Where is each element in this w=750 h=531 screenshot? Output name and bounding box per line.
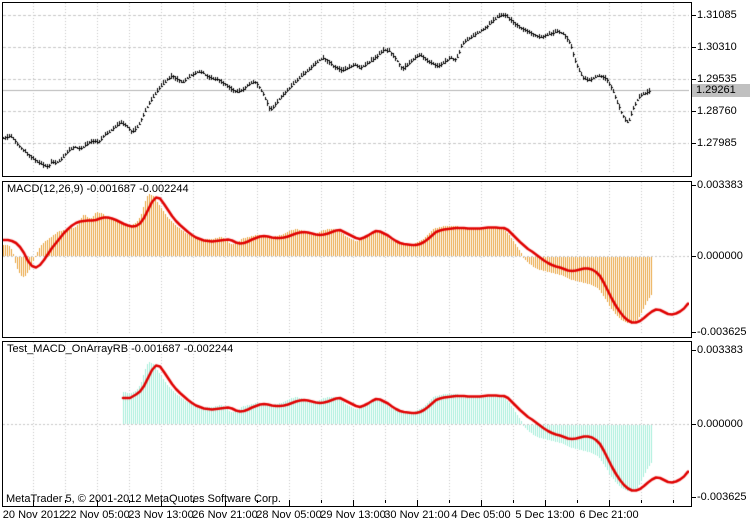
onarray-indicator-label: Test_MACD_OnArrayRB -0.001687 -0.002244 (7, 343, 234, 355)
time-axis-tick (257, 500, 258, 503)
price-axis-label: 1.27985 (697, 137, 737, 149)
macd-panel: MACD(12,26,9) -0.001687 -0.002244 (2, 181, 692, 338)
time-axis-tick (193, 500, 194, 503)
time-axis-tick (641, 500, 642, 503)
time-axis-major-tick (33, 500, 34, 506)
onarray-axis-label-tick (691, 497, 696, 498)
time-axis-label: 4 Dec 05:00 (451, 509, 511, 521)
price-panel (2, 2, 692, 177)
price-chart-area[interactable] (3, 3, 689, 174)
time-axis-major-tick (481, 500, 482, 506)
time-axis-tick (513, 500, 514, 503)
onarray-axis-label-tick (691, 424, 696, 425)
onarray-axis-label-tick (691, 350, 696, 351)
time-axis-major-tick (353, 500, 354, 506)
time-axis-tick (129, 500, 130, 503)
price-axis-label-tick (691, 79, 696, 80)
price-axis-label-tick (691, 111, 696, 112)
time-axis-label: 26 Nov 21:00 (192, 509, 258, 521)
time-axis-label: 22 Nov 05:00 (64, 509, 130, 521)
time-axis-tick (449, 500, 450, 503)
macd-axis-label-tick (691, 185, 696, 186)
price-axis-label: 1.31085 (697, 9, 737, 21)
time-axis-tick (577, 500, 578, 503)
price-axis-label: 1.29535 (697, 73, 737, 85)
time-axis-major-tick (609, 500, 610, 506)
onarray-panel: Test_MACD_OnArrayRB -0.001687 -0.002244 … (2, 341, 692, 507)
time-axis-major-tick (545, 500, 546, 506)
time-axis-label: 28 Nov 05:00 (256, 509, 322, 521)
copyright-text: MetaTrader 5, © 2001-2012 MetaQuotes Sof… (6, 493, 281, 505)
price-axis-label: 1.30310 (697, 41, 737, 53)
macd-chart-area[interactable] (3, 182, 689, 335)
time-axis-tick (385, 500, 386, 503)
time-axis-label: 5 Dec 13:00 (515, 509, 575, 521)
macd-axis-label: 0.003383 (697, 179, 743, 191)
macd-axis-label: 0.000000 (697, 250, 743, 262)
time-axis-label: 23 Nov 13:00 (128, 509, 194, 521)
macd-axis-label-tick (691, 332, 696, 333)
onarray-axis-label: 0.003383 (697, 344, 743, 356)
time-axis-major-tick (161, 500, 162, 506)
time-axis-label: 30 Nov 21:00 (384, 509, 450, 521)
time-axis-label: 6 Dec 21:00 (579, 509, 639, 521)
time-axis-major-tick (225, 500, 226, 506)
macd-indicator-label: MACD(12,26,9) -0.001687 -0.002244 (7, 183, 189, 195)
time-axis-major-tick (289, 500, 290, 506)
time-axis-major-tick (417, 500, 418, 506)
macd-axis-label-tick (691, 256, 696, 257)
price-axis-label-tick (691, 143, 696, 144)
onarray-axis-label: 0.000000 (697, 418, 743, 430)
current-price-badge: 1.29261 (692, 84, 750, 97)
price-axis-label: 1.28760 (697, 105, 737, 117)
price-axis-label-tick (691, 15, 696, 16)
time-axis-tick (673, 500, 674, 503)
price-axis-label-tick (691, 47, 696, 48)
onarray-axis-label: -0.003625 (697, 491, 747, 503)
time-axis-label: 20 Nov 2012 (2, 509, 66, 521)
macd-axis-label: -0.003625 (697, 326, 747, 338)
time-axis-major-tick (97, 500, 98, 506)
time-axis-tick (321, 500, 322, 503)
time-axis-label: 29 Nov 13:00 (320, 509, 386, 521)
onarray-chart-area[interactable] (3, 342, 689, 504)
time-axis-tick (65, 500, 66, 503)
